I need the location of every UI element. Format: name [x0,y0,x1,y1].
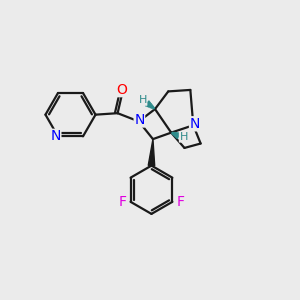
Text: F: F [118,195,126,209]
Polygon shape [148,139,155,166]
Text: H: H [179,132,188,142]
Text: F: F [177,195,184,209]
Text: H: H [139,95,147,105]
Text: N: N [50,129,61,143]
Text: N: N [190,117,200,131]
Text: N: N [134,113,145,127]
Text: O: O [117,82,128,97]
